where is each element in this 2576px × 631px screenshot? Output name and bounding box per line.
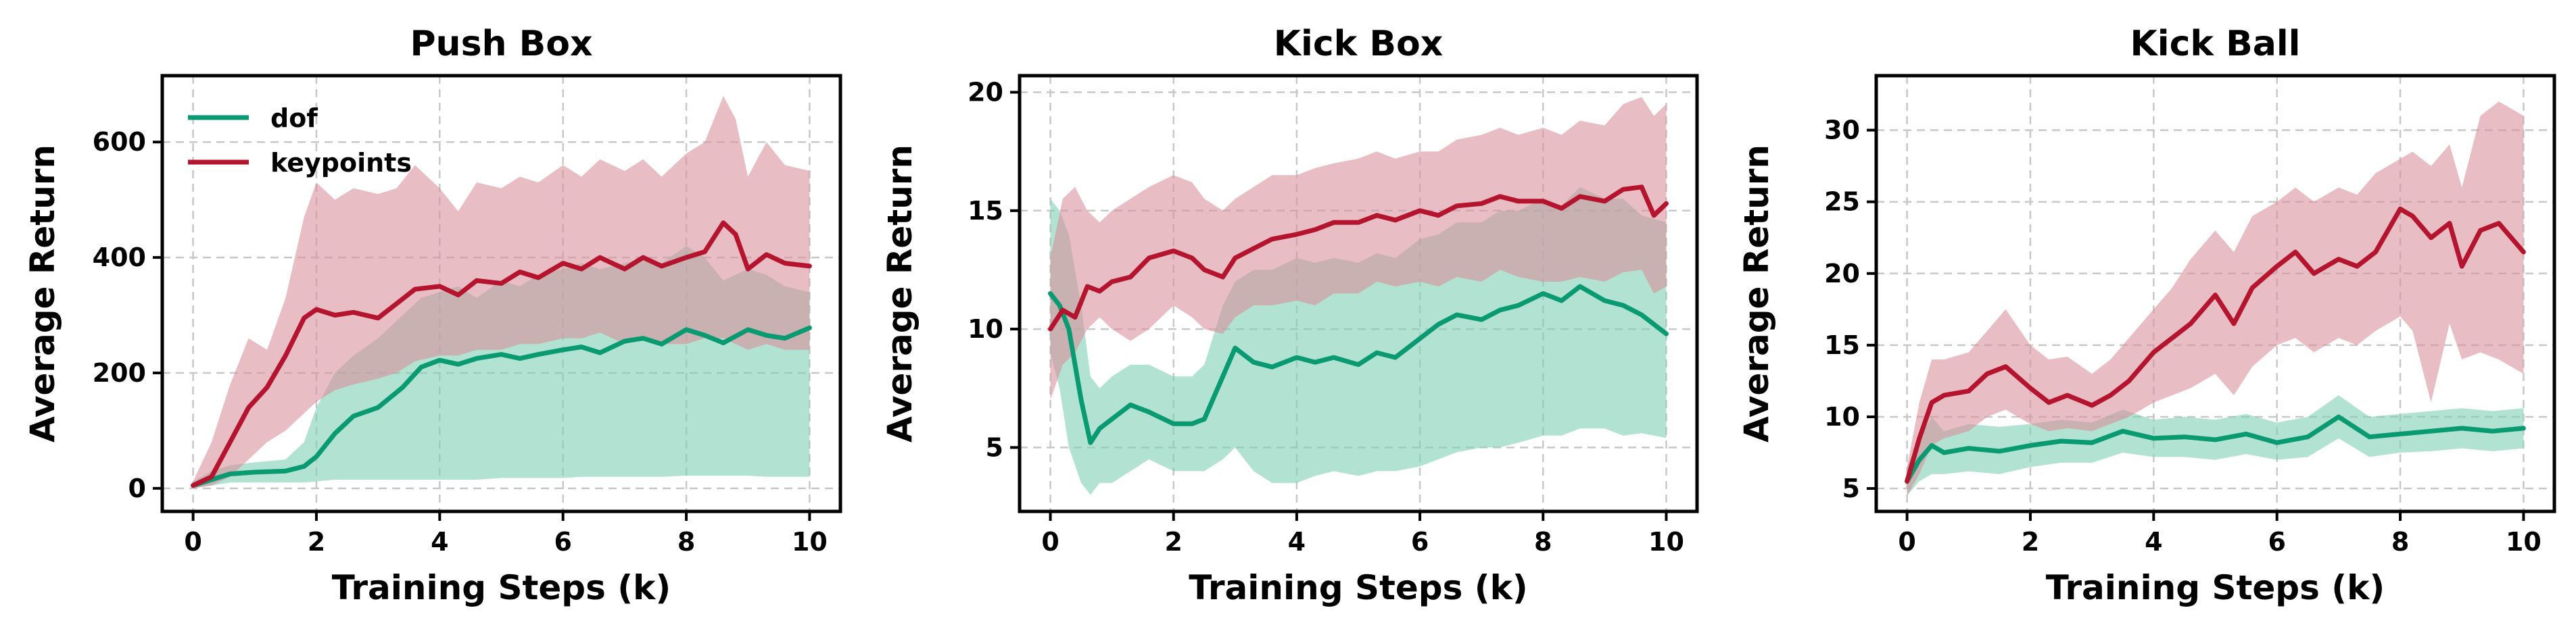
band-keypoints bbox=[193, 95, 810, 488]
series-line-dof bbox=[1048, 284, 1669, 445]
x-tick-label: 2 bbox=[2022, 527, 2039, 557]
x-tick-label: 8 bbox=[677, 527, 695, 557]
y-tick-label: 20 bbox=[1824, 259, 1860, 288]
subplot-1: 0 2 4 6 8 10 0 200 400 600 Push Box Training Steps … bbox=[23, 24, 842, 607]
chart-title: Kick Box bbox=[1274, 24, 1444, 64]
y-axis-label: Average Return bbox=[23, 145, 62, 443]
y-tick-label: 400 bbox=[93, 243, 146, 272]
y-tick-label: 30 bbox=[1824, 116, 1860, 145]
x-tick-label: 4 bbox=[1288, 527, 1306, 557]
series-line-dof bbox=[191, 325, 812, 488]
x-tick-label: 0 bbox=[1041, 527, 1059, 557]
axes-frame bbox=[1874, 74, 2556, 513]
chart-title: Kick Ball bbox=[2130, 24, 2300, 64]
subplot-3: 0 2 4 6 8 10 5 10 15 20 25 30 Kick Ball Training Step… bbox=[1737, 24, 2556, 607]
x-tick-label: 2 bbox=[308, 527, 325, 557]
y-tick-label: 15 bbox=[968, 196, 1003, 226]
y-tick-label: 5 bbox=[1842, 474, 1860, 503]
x-tick-label: 8 bbox=[1534, 527, 1552, 557]
legend: dof keypoints bbox=[188, 103, 412, 178]
y-tick-label: 10 bbox=[1824, 402, 1860, 432]
x-tick-label: 0 bbox=[184, 527, 201, 557]
x-tick-label: 6 bbox=[554, 527, 571, 557]
axes-frame bbox=[160, 74, 842, 513]
plot-area bbox=[1048, 97, 1669, 495]
x-tick-label: 10 bbox=[1648, 527, 1684, 557]
chart-title: Push Box bbox=[410, 24, 592, 64]
legend-label-dof: dof bbox=[270, 103, 318, 133]
x-tick-label: 10 bbox=[2506, 527, 2542, 557]
y-tick-label: 0 bbox=[128, 474, 146, 503]
y-tick-label: 10 bbox=[968, 314, 1003, 344]
legend-label-keypoints: keypoints bbox=[270, 148, 412, 178]
y-tick-label: 600 bbox=[93, 127, 146, 157]
x-tick-label: 0 bbox=[1898, 527, 1915, 557]
y-tick-label: 25 bbox=[1824, 187, 1860, 217]
y-axis-label: Average Return bbox=[1737, 145, 1776, 443]
subplot-2: 0 2 4 6 8 10 5 10 15 20 Kick Box Training Steps (k)… bbox=[880, 24, 1699, 607]
x-axis-label: Training Steps (k) bbox=[2046, 568, 2385, 607]
plot-area bbox=[191, 95, 812, 488]
y-tick-label: 15 bbox=[1824, 330, 1860, 360]
y-tick-label: 5 bbox=[986, 432, 1003, 462]
series-line-keypoints bbox=[1048, 184, 1669, 332]
plot-area bbox=[1905, 101, 2526, 496]
x-axis-label: Training Steps (k) bbox=[1189, 568, 1527, 607]
axes-frame bbox=[1018, 74, 1699, 513]
x-tick-label: 4 bbox=[431, 527, 448, 557]
x-tick-label: 8 bbox=[2391, 527, 2409, 557]
x-tick-label: 4 bbox=[2145, 527, 2162, 557]
y-tick-label: 200 bbox=[93, 358, 146, 388]
x-axis-label: Training Steps (k) bbox=[332, 568, 671, 607]
series-line-keypoints bbox=[191, 220, 812, 488]
x-tick-label: 6 bbox=[2268, 527, 2285, 557]
y-tick-label: 20 bbox=[968, 78, 1003, 107]
series-line-keypoints bbox=[1905, 206, 2526, 484]
y-axis-label: Average Return bbox=[880, 145, 920, 443]
x-tick-label: 2 bbox=[1165, 527, 1183, 557]
band-keypoints bbox=[1050, 97, 1667, 401]
series-line-dof bbox=[1905, 414, 2526, 484]
x-tick-label: 10 bbox=[792, 527, 828, 557]
x-tick-label: 6 bbox=[1411, 527, 1429, 557]
